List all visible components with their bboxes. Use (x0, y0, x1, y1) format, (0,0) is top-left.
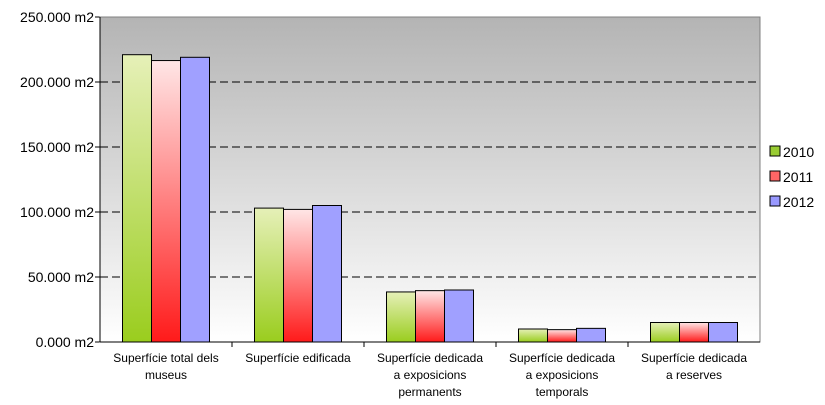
legend: 2010 2011 2012 (769, 144, 814, 210)
y-tick-label: 250.000 m2 (20, 9, 94, 25)
bar-2012 (708, 322, 738, 343)
legend-label-2011: 2011 (783, 169, 813, 185)
x-category-label: a exposicions (394, 368, 467, 382)
axes (99, 16, 761, 347)
x-category-label: Superfície total dels (113, 351, 218, 365)
x-category-label: Superfície dedicada (377, 351, 483, 365)
bar-2011 (679, 322, 709, 343)
y-tick-label: 100.000 m2 (20, 204, 94, 220)
bar-2012 (180, 56, 210, 343)
bar-2012 (576, 327, 606, 343)
x-category-label: Superfície dedicada (509, 351, 615, 365)
x-category-label: Superfície edificada (245, 351, 351, 365)
bar-2010 (254, 207, 284, 343)
y-tick-label: 200.000 m2 (20, 74, 94, 90)
bar-2011 (547, 329, 577, 343)
x-category-label: a reserves (666, 368, 722, 382)
bar-2010 (518, 328, 548, 343)
bar-2012 (312, 205, 342, 343)
x-category-label: a exposicions (526, 368, 599, 382)
bar-2010 (650, 322, 680, 343)
x-category-label: Superfície dedicada (641, 351, 747, 365)
bar-2010 (386, 291, 416, 343)
y-tick-label: 0.000 m2 (36, 334, 95, 350)
legend-swatch-2010 (769, 145, 781, 157)
legend-swatch-2012 (769, 195, 781, 207)
x-category-label: temporals (536, 385, 589, 399)
y-tick-label: 150.000 m2 (20, 139, 94, 155)
bar-2011 (151, 60, 181, 343)
bars (122, 54, 738, 343)
y-tick-label: 50.000 m2 (28, 269, 94, 285)
bar-2012 (444, 289, 474, 343)
bar-2011 (283, 208, 313, 343)
legend-swatch-2011 (769, 170, 781, 182)
x-category-labels: Superfície total dels museus Superfície ed… (113, 351, 747, 399)
x-category-label: museus (145, 368, 187, 382)
legend-label-2012: 2012 (783, 194, 814, 210)
y-tick-labels: 0.000 m2 50.000 m2 100.000 m2 150.000 m2 200… (20, 9, 94, 350)
x-category-label: permanents (398, 385, 461, 399)
bar-2011 (415, 290, 445, 343)
bar-2010 (122, 54, 152, 343)
legend-label-2010: 2010 (783, 144, 814, 160)
